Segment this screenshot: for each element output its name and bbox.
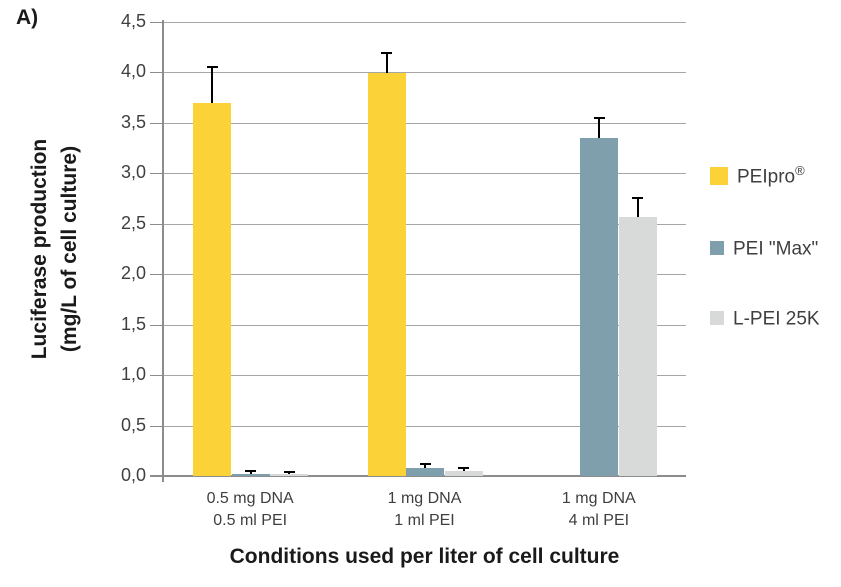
- error-bar-stem: [636, 197, 639, 217]
- legend-label-peipro: PEIpro®: [737, 163, 805, 188]
- y-tick-label: 4,0: [120, 61, 146, 82]
- bar: [406, 468, 444, 476]
- category-label: 1 mg DNA 1 ml PEI: [387, 490, 462, 529]
- gridline: [163, 223, 686, 225]
- y-tick-mark: [150, 274, 163, 276]
- error-bar-cap: [458, 466, 469, 469]
- bar: [270, 474, 309, 476]
- y-tick-mark: [150, 324, 163, 326]
- x-axis-title: Conditions used per liter of cell cultur…: [229, 545, 620, 568]
- error-bar-cap: [419, 462, 431, 465]
- error-bar-stem: [424, 463, 426, 468]
- y-tick-label: 2,0: [120, 263, 146, 284]
- y-tick-mark: [150, 22, 163, 23]
- error-bar-cap: [245, 469, 257, 472]
- y-tick-mark: [150, 223, 163, 225]
- y-axis-title: Luciferase production (mg/L of cell cult…: [25, 19, 89, 479]
- bar: [444, 471, 483, 476]
- legend-label-pei-max: PEI "Max": [733, 238, 819, 260]
- gridline: [163, 274, 686, 276]
- gridline: [163, 173, 686, 175]
- legend-item-lpei-25k: L-PEI 25K: [710, 305, 820, 330]
- y-tick-label: 3,5: [120, 111, 146, 132]
- category-label: 0.5 mg DNA 0.5 ml PEI: [206, 490, 294, 529]
- legend-item-pei-max: PEI "Max": [710, 235, 818, 260]
- y-axis-line: [162, 20, 164, 482]
- y-tick-mark: [150, 375, 163, 377]
- y-axis-title-line1: Luciferase production: [28, 138, 51, 360]
- bar: [231, 474, 270, 476]
- gridline: [163, 375, 686, 377]
- y-tick-mark: [150, 173, 163, 175]
- y-tick-label: 1,5: [120, 313, 146, 334]
- category-label: 1 mg DNA 4 ml PEI: [561, 490, 636, 529]
- bar: [193, 103, 232, 476]
- error-bar-stem: [598, 117, 601, 138]
- legend-item-peipro: PEIpro®: [710, 163, 805, 188]
- error-bar-cap: [381, 51, 392, 54]
- error-bar-stem: [211, 66, 214, 103]
- gridline: [163, 72, 686, 74]
- bar: [618, 217, 657, 476]
- error-bar-stem: [249, 470, 252, 474]
- error-bar-cap: [593, 116, 605, 119]
- panel-label: A): [16, 6, 39, 29]
- error-bar-stem: [288, 471, 291, 474]
- error-bar-stem: [462, 467, 465, 471]
- y-tick-label: 0,0: [120, 465, 146, 485]
- gridline: [163, 324, 686, 326]
- y-tick-label: 0,5: [120, 414, 146, 435]
- gridline: [163, 22, 686, 23]
- legend-swatch-lpei-25k: [710, 310, 724, 325]
- y-tick-mark: [150, 122, 163, 124]
- error-bar-cap: [206, 65, 218, 68]
- bar: [580, 138, 619, 476]
- bar: [367, 73, 406, 476]
- y-tick-mark: [150, 72, 163, 74]
- gridline: [163, 425, 686, 427]
- y-tick-label: 4,5: [120, 11, 146, 31]
- y-tick-label: 3,0: [120, 162, 146, 183]
- y-tick-label: 2,5: [120, 212, 146, 233]
- y-tick-mark: [150, 425, 163, 427]
- error-bar-cap: [632, 196, 644, 199]
- error-bar-stem: [385, 52, 388, 73]
- y-axis-title-line2: (mg/L of cell culture): [58, 145, 81, 353]
- legend-label-lpei-25k: L-PEI 25K: [733, 308, 820, 330]
- gridline: [163, 122, 686, 124]
- legend-swatch-peipro: [710, 166, 728, 185]
- y-tick-label: 1,0: [120, 364, 146, 385]
- error-bar-cap: [283, 470, 295, 473]
- legend-swatch-pei-max: [710, 240, 724, 255]
- x-axis-line: [150, 475, 686, 477]
